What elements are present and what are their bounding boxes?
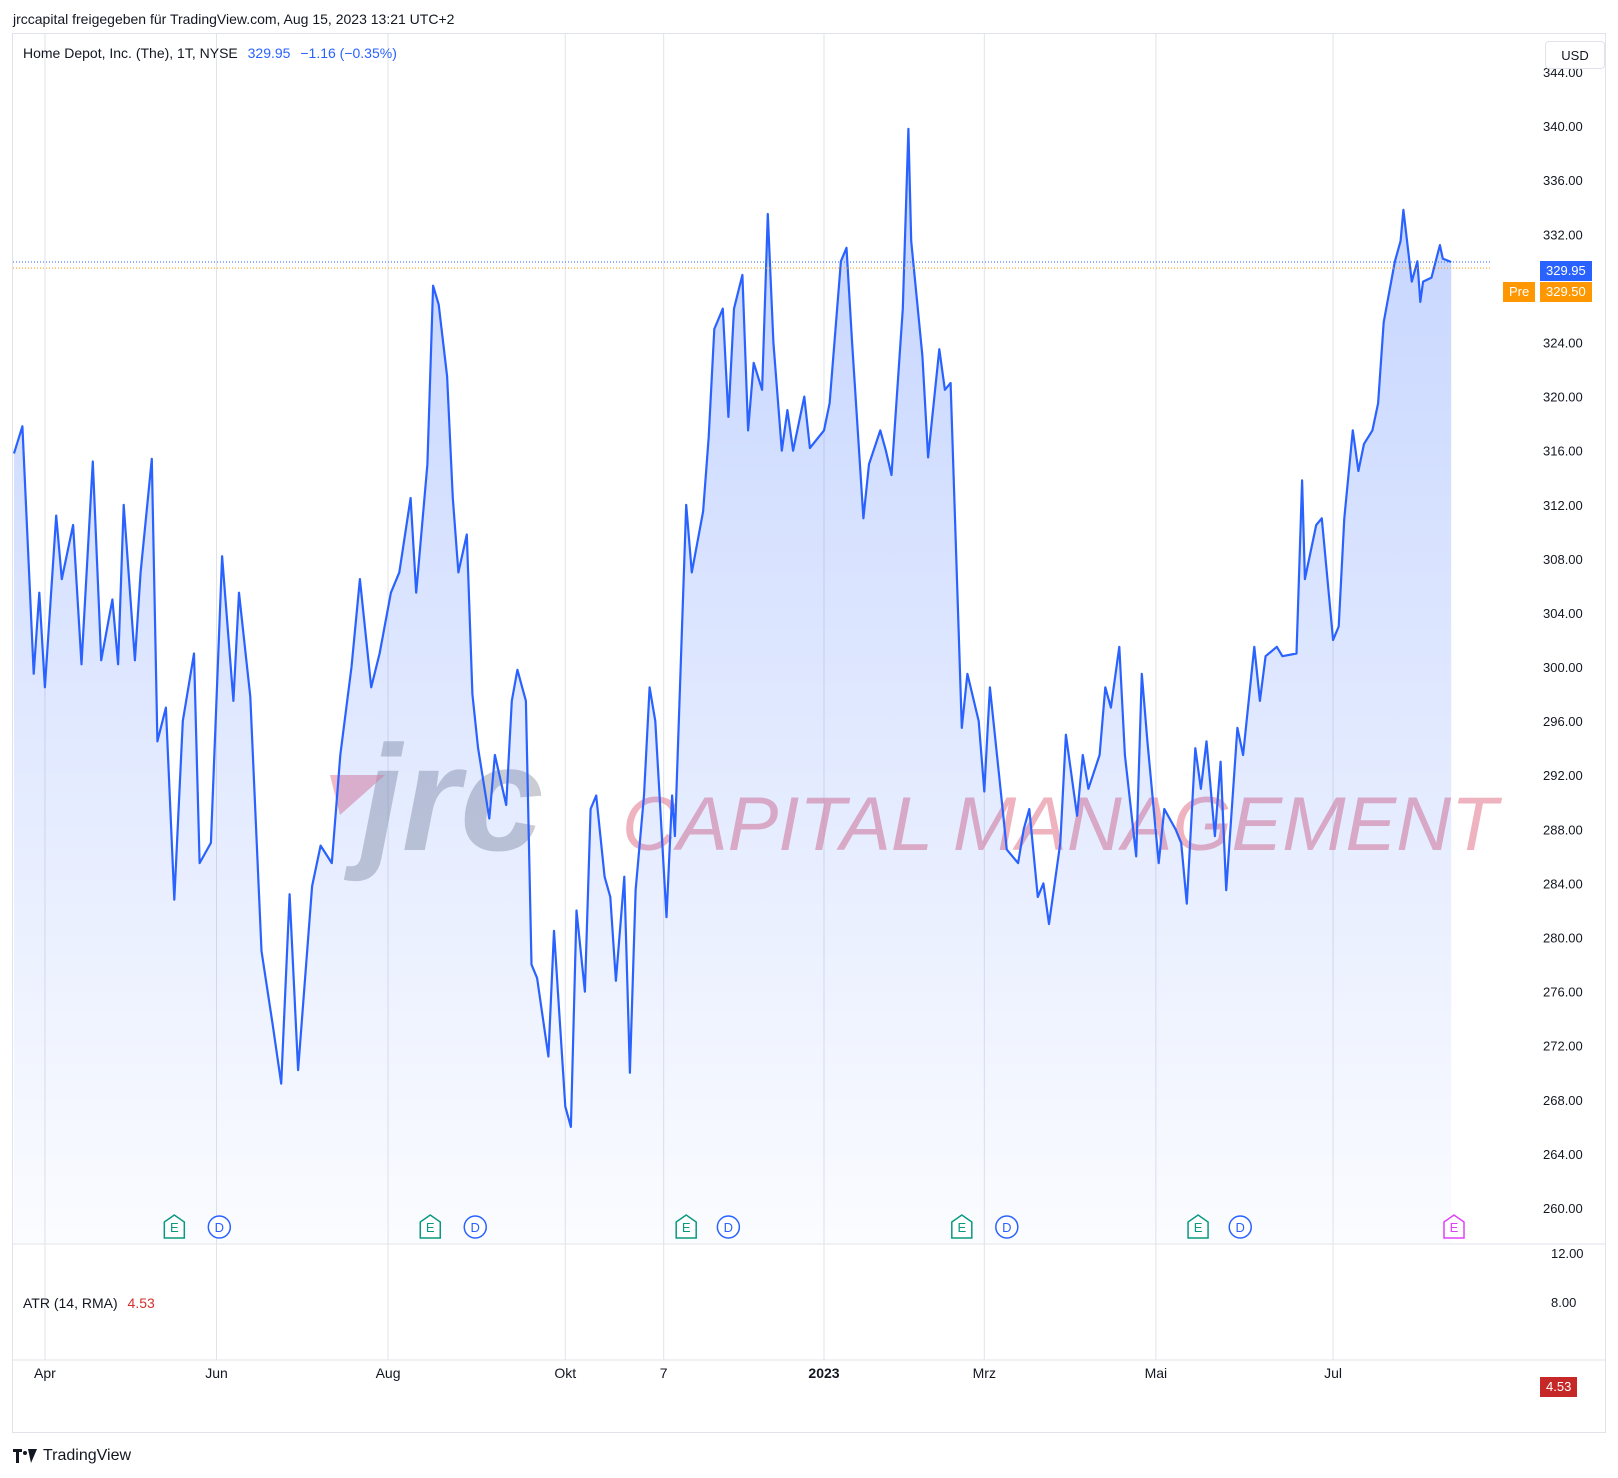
price-area-fill — [14, 128, 1452, 1243]
y-tick-label: 336.00 — [1543, 173, 1583, 188]
x-tick-label: Okt — [554, 1365, 576, 1381]
x-tick-label: Mai — [1145, 1365, 1168, 1381]
event-marker-label: D — [1002, 1220, 1011, 1235]
x-tick-label: Jul — [1324, 1365, 1342, 1381]
tradingview-brand[interactable]: TradingView — [13, 1447, 131, 1465]
y-tick-label: 316.00 — [1543, 444, 1583, 459]
y-tick-label: 304.00 — [1543, 606, 1583, 621]
last-price: 329.95 — [247, 45, 291, 61]
y-tick-label: 276.00 — [1543, 985, 1583, 1000]
premarket-price-tag: 329.50 — [1540, 282, 1592, 302]
event-marker-label: D — [215, 1220, 224, 1235]
dividend-marker-icon[interactable] — [716, 1215, 741, 1239]
y-tick-label: 288.00 — [1543, 822, 1583, 837]
earnings-marker-icon[interactable] — [1443, 1214, 1465, 1239]
y-tick-label: 332.00 — [1543, 227, 1583, 242]
y-tick-label: 268.00 — [1543, 1093, 1583, 1108]
event-marker-label: E — [957, 1220, 966, 1235]
x-tick-label: 2023 — [808, 1365, 839, 1381]
share-caption: jrccapital freigegeben für TradingView.c… — [13, 11, 455, 27]
y-tick-label: 324.00 — [1543, 335, 1583, 350]
event-marker-label: E — [426, 1220, 435, 1235]
dividend-marker-icon[interactable] — [463, 1215, 487, 1239]
dividend-marker-icon[interactable] — [1228, 1215, 1252, 1239]
x-tick-label: Aug — [376, 1365, 401, 1381]
y-tick-label: 296.00 — [1543, 714, 1583, 729]
earnings-marker-icon[interactable] — [419, 1214, 441, 1239]
x-tick-label: Apr — [34, 1365, 56, 1381]
y-tick-label: 320.00 — [1543, 390, 1583, 405]
earnings-marker-icon[interactable] — [675, 1214, 697, 1239]
earnings-marker-icon[interactable] — [163, 1214, 186, 1239]
atr-value-tag: 4.53 — [1540, 1377, 1578, 1397]
price-line — [12, 127, 1452, 1128]
event-marker-label: D — [1236, 1220, 1245, 1235]
atr-y-tick-label: 8.00 — [1551, 1295, 1576, 1310]
y-tick-label: 280.00 — [1543, 931, 1583, 946]
event-marker-label: E — [1194, 1220, 1203, 1235]
tradingview-logo-icon — [13, 1449, 37, 1463]
event-marker-label: E — [1450, 1220, 1459, 1235]
event-marker-label: D — [471, 1220, 480, 1235]
earnings-marker-icon[interactable] — [951, 1214, 973, 1239]
event-marker-label: D — [724, 1220, 733, 1235]
brand-label: TradingView — [43, 1447, 132, 1464]
y-tick-label: 300.00 — [1543, 660, 1583, 675]
event-marker-label: E — [170, 1220, 179, 1235]
series-legend[interactable]: Home Depot, Inc. (The), 1T, NYSE 329.95 … — [23, 45, 397, 61]
last-price-tag: 329.95 — [1540, 261, 1592, 281]
event-marker-label: E — [682, 1220, 691, 1235]
y-tick-label: 308.00 — [1543, 552, 1583, 567]
currency-button[interactable]: USD — [1545, 41, 1605, 69]
price-change: −1.16 (−0.35%) — [300, 45, 397, 61]
dividend-marker-icon[interactable] — [995, 1215, 1019, 1239]
symbol-label: Home Depot, Inc. (The), 1T, NYSE — [23, 45, 238, 61]
y-tick-label: 284.00 — [1543, 876, 1583, 891]
atr-y-tick-label: 12.00 — [1551, 1246, 1584, 1261]
dividend-marker-icon[interactable] — [207, 1215, 232, 1239]
y-tick-label: 312.00 — [1543, 498, 1583, 513]
y-tick-label: 292.00 — [1543, 768, 1583, 783]
atr-label: ATR (14, RMA) — [23, 1295, 118, 1311]
atr-legend[interactable]: ATR (14, RMA) 4.53 — [23, 1295, 155, 1311]
chart-frame — [12, 33, 1606, 1433]
earnings-marker-icon[interactable] — [1187, 1214, 1209, 1239]
y-tick-label: 260.00 — [1543, 1201, 1583, 1216]
y-tick-label: 272.00 — [1543, 1039, 1583, 1054]
y-tick-label: 264.00 — [1543, 1147, 1583, 1162]
x-tick-label: Mrz — [973, 1365, 996, 1381]
premarket-label: Pre — [1503, 282, 1536, 302]
y-tick-label: 340.00 — [1543, 119, 1583, 134]
atr-value: 4.53 — [127, 1295, 155, 1311]
x-tick-label: 7 — [660, 1365, 668, 1381]
x-tick-label: Jun — [205, 1365, 228, 1381]
